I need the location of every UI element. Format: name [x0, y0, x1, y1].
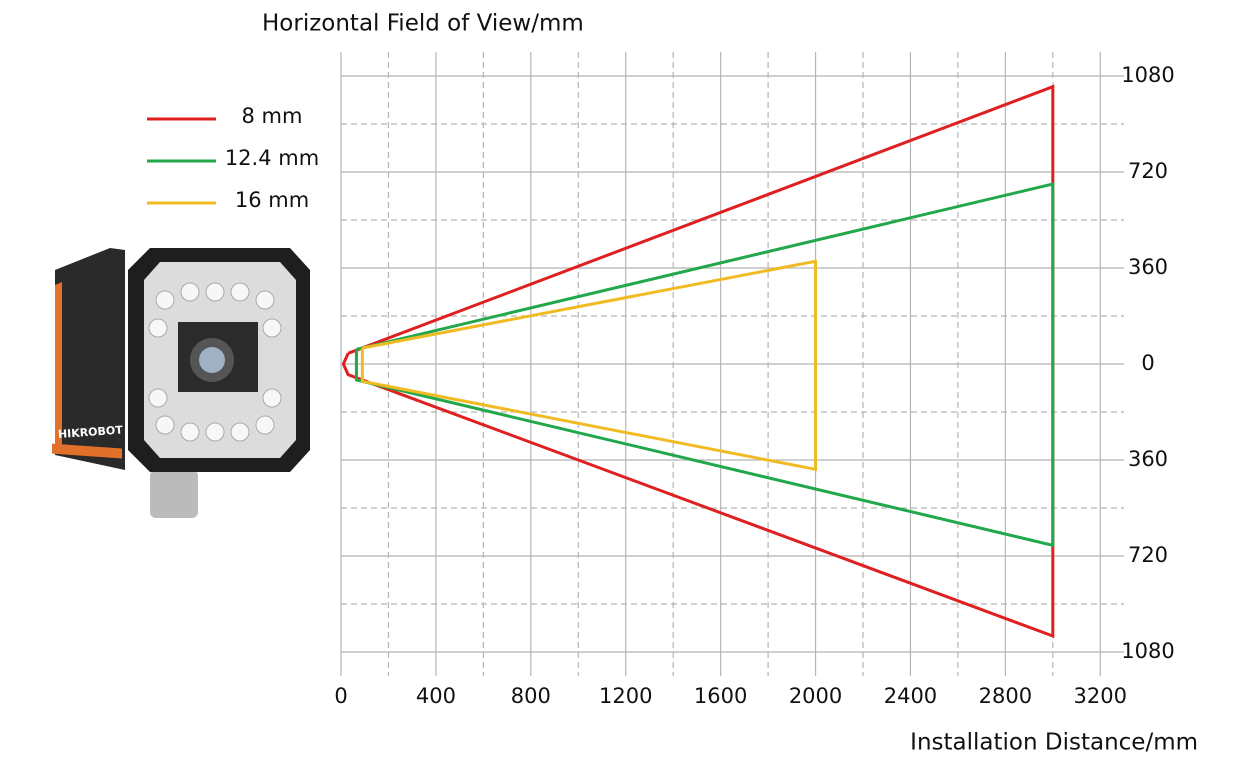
x-tick-label: 400: [416, 684, 456, 708]
x-tick-label: 1200: [599, 684, 652, 708]
legend-label: 12.4 mm: [225, 146, 319, 170]
y-tick-label: 1080: [1121, 63, 1174, 87]
x-axis-label: Installation Distance/mm: [910, 730, 1198, 756]
y-tick-label: 360: [1128, 255, 1168, 279]
series-line: [360, 259, 818, 472]
x-tick-label: 2000: [789, 684, 842, 708]
legend-label: 16 mm: [235, 188, 309, 212]
series-line: [354, 182, 1055, 548]
series-line: [341, 84, 1055, 639]
camera-illustration: HIKROBOT: [52, 248, 310, 518]
y-tick-label: 0: [1141, 351, 1154, 375]
legend-label: 8 mm: [242, 104, 303, 128]
chart-title: Horizontal Field of View/mm: [262, 11, 584, 37]
x-tick-label: 2800: [979, 684, 1032, 708]
y-tick-label: 720: [1128, 543, 1168, 567]
y-tick-label: 1080: [1121, 639, 1174, 663]
x-tick-label: 2400: [884, 684, 937, 708]
x-tick-label: 3200: [1074, 684, 1127, 708]
y-tick-label: 720: [1128, 159, 1168, 183]
x-tick-label: 1600: [694, 684, 747, 708]
x-tick-label: 800: [511, 684, 551, 708]
x-tick-label: 0: [334, 684, 347, 708]
svg-text:HIKROBOT: HIKROBOT: [58, 423, 124, 441]
y-tick-label: 360: [1128, 447, 1168, 471]
